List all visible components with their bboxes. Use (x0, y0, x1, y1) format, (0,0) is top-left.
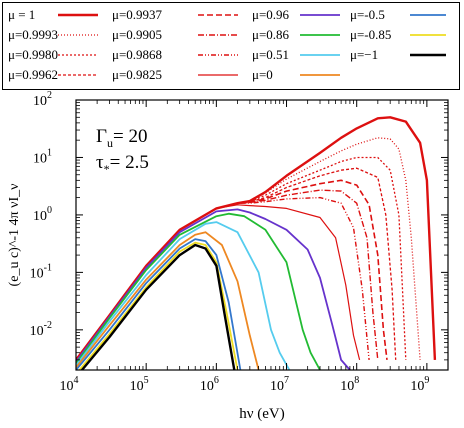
series-line (76, 238, 242, 370)
parameter-annotation: τ*= 2.5 (96, 152, 149, 176)
legend-label: μ=0.9993 (8, 27, 58, 42)
series-line (76, 196, 370, 361)
plot-frame (75, 99, 449, 371)
y-axis-label: (e_u c)^-1 4π νI_ν (7, 184, 22, 287)
y-tick-label: 100 (33, 205, 52, 224)
series-line (76, 204, 361, 361)
y-tick-label: 10-2 (30, 320, 52, 339)
parameter-annotation: Γu= 20 (96, 126, 147, 150)
y-tick-label: 10-1 (30, 262, 52, 281)
legend-label: μ=-0.85 (350, 27, 391, 42)
series-line (76, 221, 291, 370)
legend-label: μ=−1 (350, 47, 378, 62)
legend-label: μ=0.9937 (112, 7, 163, 22)
legend-label: μ=0.9962 (8, 67, 58, 82)
x-tick-label: 107 (270, 375, 289, 394)
legend-label: μ=0.86 (252, 27, 290, 42)
series-group (76, 116, 437, 370)
x-axis-label: hν (eV) (239, 406, 285, 422)
x-tick-label: 105 (130, 375, 149, 394)
legend-label: μ=0.9905 (112, 27, 162, 42)
series-line (76, 231, 260, 370)
y-tick-label: 102 (33, 90, 52, 109)
legend-label: μ = 1 (8, 7, 35, 22)
legend-label: μ=-0.5 (350, 7, 385, 22)
legend-label: μ=0.9980 (8, 47, 58, 62)
legend-label: μ=0.9868 (112, 47, 162, 62)
x-tick-label: 108 (340, 375, 359, 394)
series-line (76, 212, 321, 370)
series-line (80, 243, 236, 370)
series-line (76, 179, 388, 361)
y-tick-label: 101 (33, 147, 52, 166)
legend-label: μ=0.96 (252, 7, 290, 22)
x-tick-label: 104 (60, 375, 79, 394)
x-tick-label: 109 (410, 375, 429, 394)
legend-label: μ=0 (252, 67, 273, 82)
series-line (76, 137, 421, 361)
series-line (76, 208, 351, 370)
legend-label: μ=0.51 (252, 47, 289, 62)
series-line (78, 241, 239, 370)
series-line (76, 156, 407, 361)
legend-label: μ=0.9825 (112, 67, 162, 82)
x-tick-label: 106 (200, 375, 219, 394)
